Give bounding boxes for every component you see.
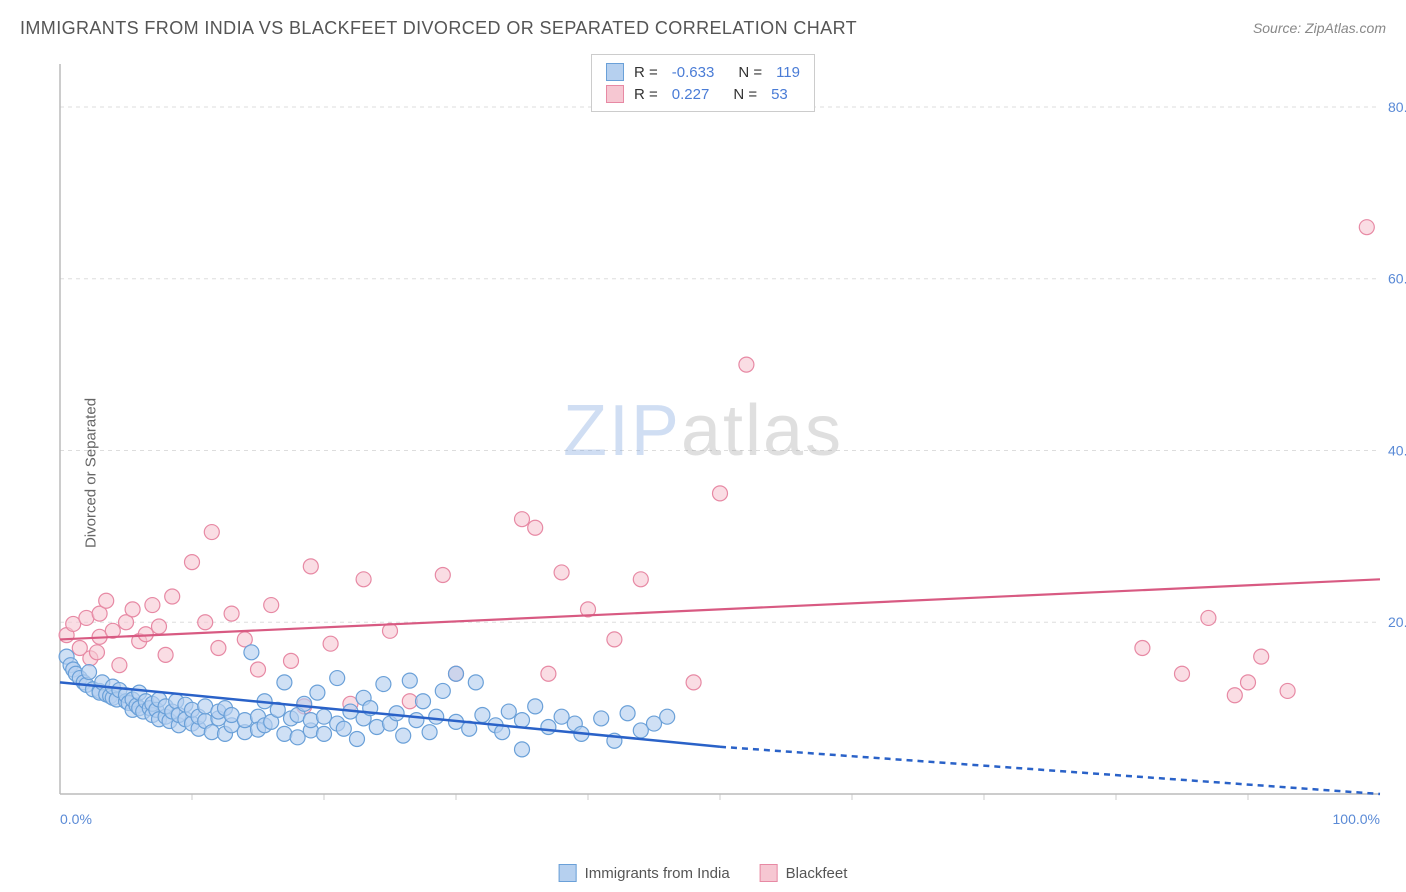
r-label: R = [634,86,658,103]
svg-text:0.0%: 0.0% [60,811,92,827]
source-name: ZipAtlas.com [1305,20,1386,36]
svg-text:20.0%: 20.0% [1388,614,1406,630]
n-label: N = [733,86,757,103]
r-value-blackfeet: 0.227 [668,86,724,103]
legend-item-blackfeet: Blackfeet [760,864,848,882]
stats-row-india: R = -0.633 N = 119 [606,61,800,83]
chart-title: IMMIGRANTS FROM INDIA VS BLACKFEET DIVOR… [20,18,1386,39]
svg-text:100.0%: 100.0% [1333,811,1380,827]
legend-label-blackfeet: Blackfeet [786,865,848,882]
swatch-blackfeet-icon [760,864,778,882]
stats-row-blackfeet: R = 0.227 N = 53 [606,83,800,105]
n-label: N = [738,64,762,81]
chart-area: Divorced or Separated 20.0% 40.0% 60.0% 80.… [0,54,1406,892]
stats-legend: R = -0.633 N = 119 R = 0.227 N = 53 [591,54,815,112]
r-label: R = [634,64,658,81]
source-label: Source: [1253,20,1301,36]
swatch-india-icon [559,864,577,882]
svg-text:40.0%: 40.0% [1388,442,1406,458]
y-axis-label: Divorced or Separated [83,398,100,548]
scatter-plot-svg: 20.0% 40.0% 60.0% 80.0% 0.0% 100.0% [0,54,1406,854]
n-value-india: 119 [772,64,800,81]
svg-text:60.0%: 60.0% [1388,271,1406,287]
r-value-india: -0.633 [668,64,729,81]
n-value-blackfeet: 53 [767,86,788,103]
source-attribution: Source: ZipAtlas.com [1253,20,1386,36]
svg-text:80.0%: 80.0% [1388,99,1406,115]
swatch-india [606,63,624,81]
swatch-blackfeet [606,85,624,103]
series-legend: Immigrants from India Blackfeet [559,864,848,882]
legend-label-india: Immigrants from India [585,865,730,882]
legend-item-india: Immigrants from India [559,864,730,882]
